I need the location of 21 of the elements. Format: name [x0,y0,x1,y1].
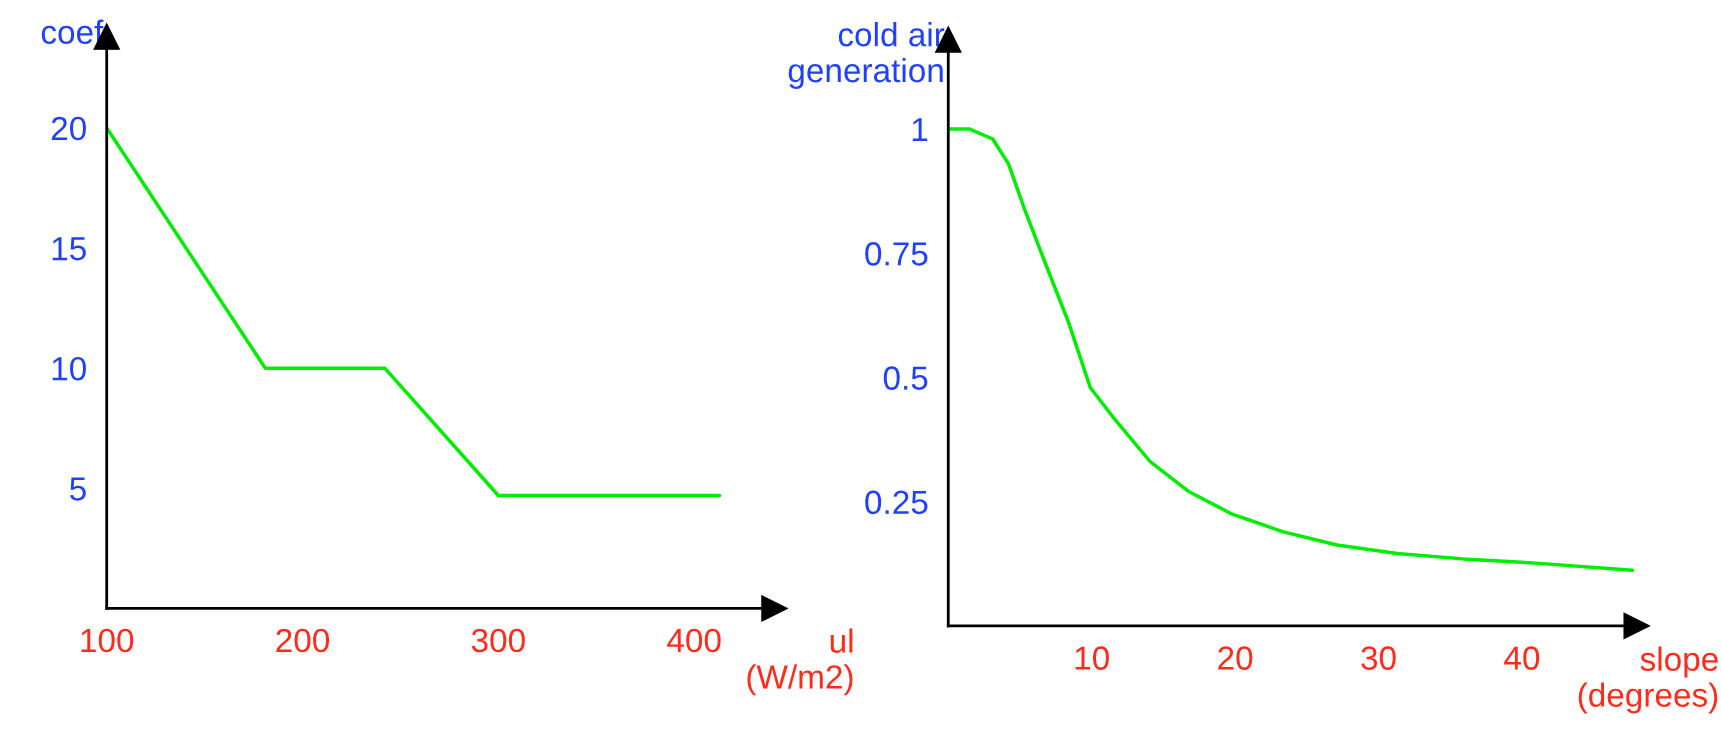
x-tick-label: 400 [667,628,721,653]
y-axis-title: cold air generation [788,21,945,89]
x-tick-label: 40 [1504,646,1540,670]
x-tick-label: 10 [1075,646,1109,670]
y-axis-title: coef [41,19,104,44]
y-tick-label: 0.5 [883,366,928,390]
y-tick-label: 1 [912,118,928,142]
y-tick-label: 20 [51,116,86,141]
y-tick-label: 10 [52,356,86,381]
x-axis-title: slope (degrees) [1578,646,1718,714]
x-tick-label: 20 [1218,646,1253,670]
x-tick-label: 30 [1361,646,1396,670]
y-tick-label: 15 [52,237,86,261]
y-tick-label: 5 [70,477,86,501]
y-tick-label: 0.25 [865,490,928,515]
line-series [948,127,1635,573]
x-tick-label: 100 [81,628,134,653]
x-tick-label: 300 [471,628,525,653]
y-tick-label: 0.75 [865,242,928,266]
x-tick-label: 200 [276,628,330,653]
x-axis-title: ul (W/m2) [747,628,853,696]
